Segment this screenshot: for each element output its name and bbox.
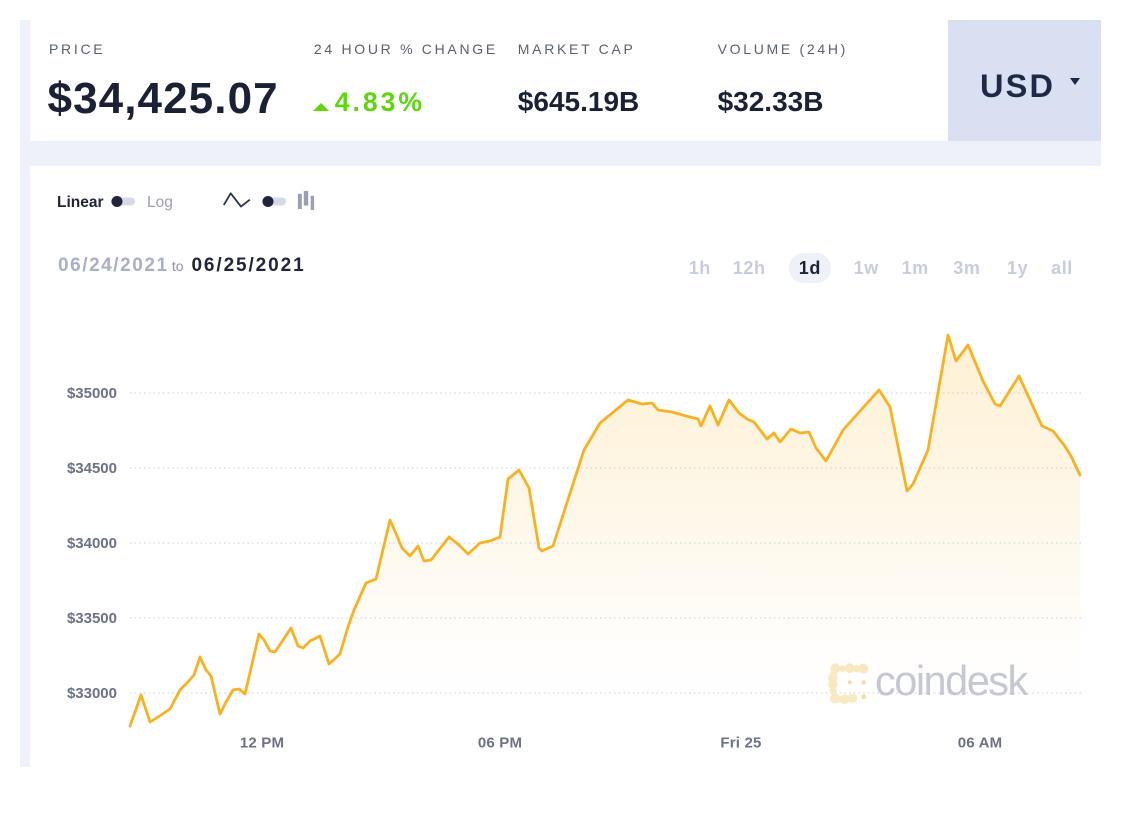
svg-text:06 PM: 06 PM: [478, 735, 522, 752]
svg-text:$34000: $34000: [67, 535, 117, 552]
svg-text:$34500: $34500: [67, 460, 117, 477]
svg-text:$35000: $35000: [67, 385, 117, 402]
svg-text:12 PM: 12 PM: [240, 735, 284, 752]
svg-text:Fri 25: Fri 25: [720, 735, 761, 752]
svg-text:$33000: $33000: [67, 685, 117, 702]
svg-text:$33500: $33500: [67, 610, 117, 627]
svg-text:06 AM: 06 AM: [958, 735, 1003, 752]
